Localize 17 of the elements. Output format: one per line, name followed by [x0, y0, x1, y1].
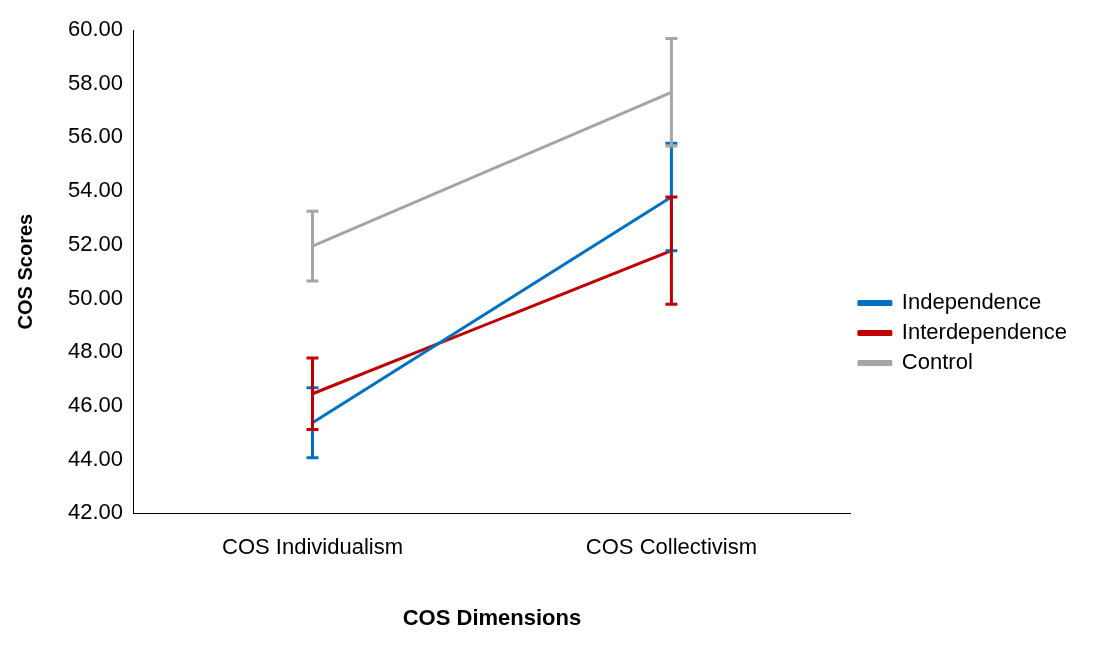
y-tick-label: 60.00 [67, 16, 124, 42]
y-tick-label: 44.00 [67, 445, 124, 471]
x-tick-label: COS Collectivism [585, 534, 757, 560]
y-axis-title: COS Scores [13, 213, 36, 330]
y-tick-label: 46.00 [67, 391, 124, 417]
y-tick-label: 58.00 [67, 69, 124, 95]
y-tick-label: 42.00 [67, 499, 124, 525]
y-tick-label: 54.00 [67, 177, 124, 203]
x-tick-label: COS Individualism [222, 534, 403, 560]
y-tick-label: 52.00 [67, 230, 124, 256]
legend-label: Independence [901, 289, 1042, 315]
legend-label: Control [901, 349, 973, 375]
y-tick-label: 56.00 [67, 123, 124, 149]
x-axis-title: COS Dimensions [402, 604, 582, 630]
y-tick-label: 48.00 [67, 338, 124, 364]
legend-label: Interdependence [901, 319, 1067, 345]
y-tick-label: 50.00 [67, 284, 124, 310]
